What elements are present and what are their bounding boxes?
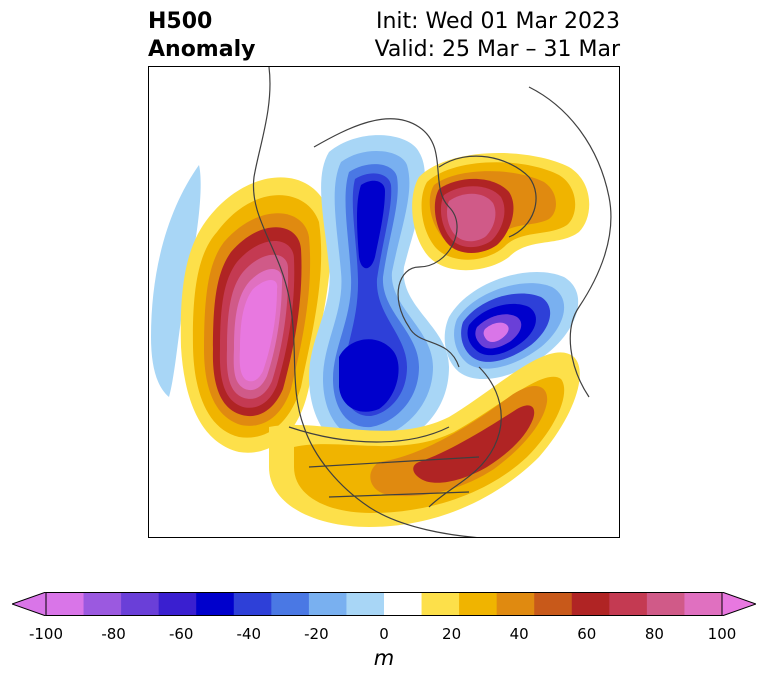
colorbar-tick-label: -40 <box>236 625 262 643</box>
colorbar-tick-label: 20 <box>442 625 462 643</box>
atlantic-low <box>444 271 579 380</box>
colorbar-cell <box>684 592 723 616</box>
colorbar-tick-label: -60 <box>168 625 194 643</box>
colorbar-tick-label: 40 <box>509 625 529 643</box>
colorbar-cell <box>346 592 385 616</box>
colorbar-cell <box>384 592 423 616</box>
map-panel <box>148 66 620 538</box>
colorbar-high-extend <box>721 592 756 616</box>
colorbar-cell <box>571 592 610 616</box>
colorbar-cell <box>196 592 235 616</box>
colorbar-tick-label: 60 <box>577 625 597 643</box>
colorbar-low-extend <box>12 592 47 616</box>
colorbar-cell <box>233 592 272 616</box>
colorbar-cell <box>421 592 460 616</box>
colorbar-cell <box>46 592 85 616</box>
colorbar-cell <box>158 592 197 616</box>
colorbar-tick-label: -80 <box>101 625 126 643</box>
colorbar-cell <box>496 592 535 616</box>
anomaly-map <box>151 67 612 537</box>
colorbar-outline <box>45 592 723 616</box>
colorbar-tick-label: 100 <box>707 625 737 643</box>
colorbar-cell <box>271 592 310 616</box>
colorbar-cell <box>609 592 648 616</box>
colorbar-cell <box>308 592 347 616</box>
date-info: Init: Wed 01 Mar 2023 Valid: 25 Mar – 31… <box>375 8 620 64</box>
init-date: Init: Wed 01 Mar 2023 <box>375 9 620 34</box>
map-boundaries <box>252 67 612 537</box>
colorbar-tick-label: -20 <box>304 625 329 643</box>
colorbar-cell <box>83 592 122 616</box>
colorbar-cell <box>459 592 498 616</box>
colorbar <box>12 592 756 616</box>
valid-date: Valid: 25 Mar – 31 Mar <box>374 37 620 62</box>
units-label: m <box>373 646 395 670</box>
colorbar-tick-label: -100 <box>28 625 64 643</box>
pacific-light-blue-arc <box>151 165 201 397</box>
title-line-2: Anomaly <box>148 37 256 62</box>
west-coast-ridge <box>180 177 331 453</box>
colorbar-cell <box>646 592 685 616</box>
colorbar-tick-label: 0 <box>379 625 389 643</box>
colorbar-cell <box>534 592 573 616</box>
title-line-1: H500 <box>148 9 213 34</box>
colorbar-cell <box>121 592 160 616</box>
greenland-ridge <box>412 153 590 271</box>
colorbar-cells <box>46 592 723 616</box>
atlantic-ridge <box>269 352 580 527</box>
chart-title: H500 Anomaly <box>148 8 255 64</box>
colorbar-tick-label: 80 <box>644 625 664 643</box>
